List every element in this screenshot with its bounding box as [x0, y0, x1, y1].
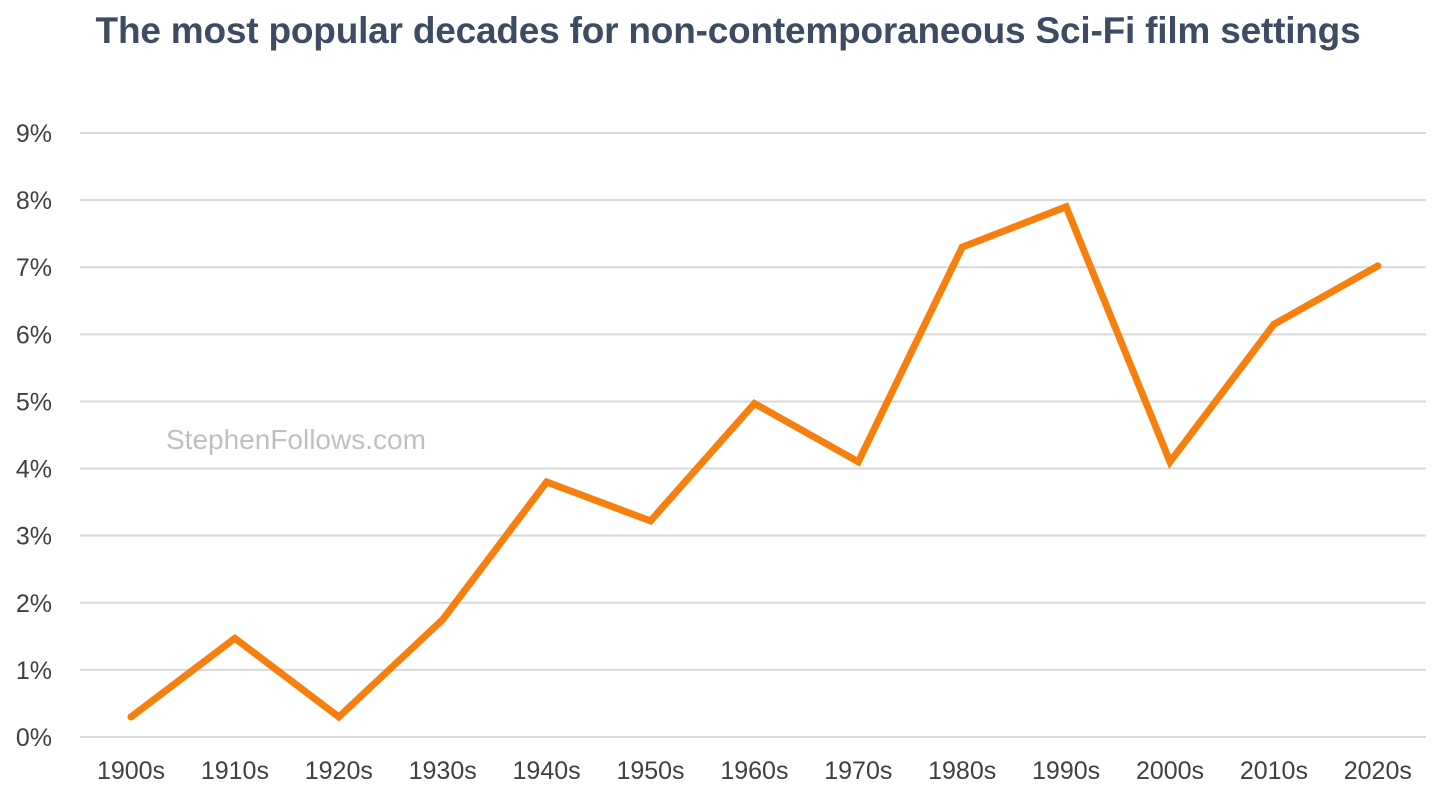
series-layer [127, 202, 1382, 722]
x-tick-label: 1910s [201, 757, 269, 785]
y-tick-label: 2% [16, 590, 52, 618]
x-tick-label: 1990s [1032, 757, 1100, 785]
data-point [958, 243, 966, 251]
data-point [854, 458, 862, 466]
data-point [647, 517, 654, 525]
data-point [750, 399, 758, 407]
series-line [127, 202, 1382, 722]
y-axis-tick-labels: 0% 1% 2% 3% 4% 5% 6% 7% 8% 9% [16, 120, 52, 752]
y-tick-label: 0% [16, 724, 52, 752]
x-tick-label: 1920s [305, 757, 373, 785]
x-tick-label: 1930s [409, 757, 477, 785]
x-tick-label: 2020s [1344, 757, 1412, 785]
y-tick-label: 7% [16, 254, 52, 282]
x-tick-label: 2000s [1136, 757, 1204, 785]
data-point [543, 478, 551, 486]
x-tick-label: 1900s [97, 757, 165, 785]
data-point [127, 713, 135, 721]
chart-title: The most popular decades for non-contemp… [95, 10, 1361, 51]
x-tick-label: 1960s [720, 757, 788, 785]
x-tick-label: 1940s [513, 757, 581, 785]
x-tick-label: 1980s [928, 757, 996, 785]
x-tick-label: 2010s [1240, 757, 1308, 785]
y-tick-label: 5% [16, 388, 52, 416]
y-tick-label: 3% [16, 523, 52, 551]
data-point [1270, 320, 1278, 328]
x-axis-tick-labels: 1900s 1910s 1920s 1930s 1940s 1950s 1960s 1970s… [97, 757, 1412, 785]
y-tick-label: 8% [16, 187, 52, 215]
data-point [439, 616, 447, 624]
data-point [1374, 262, 1382, 270]
x-tick-label: 1970s [824, 757, 892, 785]
y-tick-label: 9% [16, 120, 52, 148]
watermark-text: StephenFollows.com [166, 424, 426, 455]
data-point [1166, 458, 1174, 466]
x-tick-label: 1950s [616, 757, 684, 785]
y-tick-label: 6% [16, 321, 52, 349]
data-point [231, 634, 239, 642]
y-tick-label: 1% [16, 657, 52, 685]
data-point [335, 713, 343, 721]
y-tick-label: 4% [16, 456, 52, 484]
data-point [1062, 203, 1070, 211]
